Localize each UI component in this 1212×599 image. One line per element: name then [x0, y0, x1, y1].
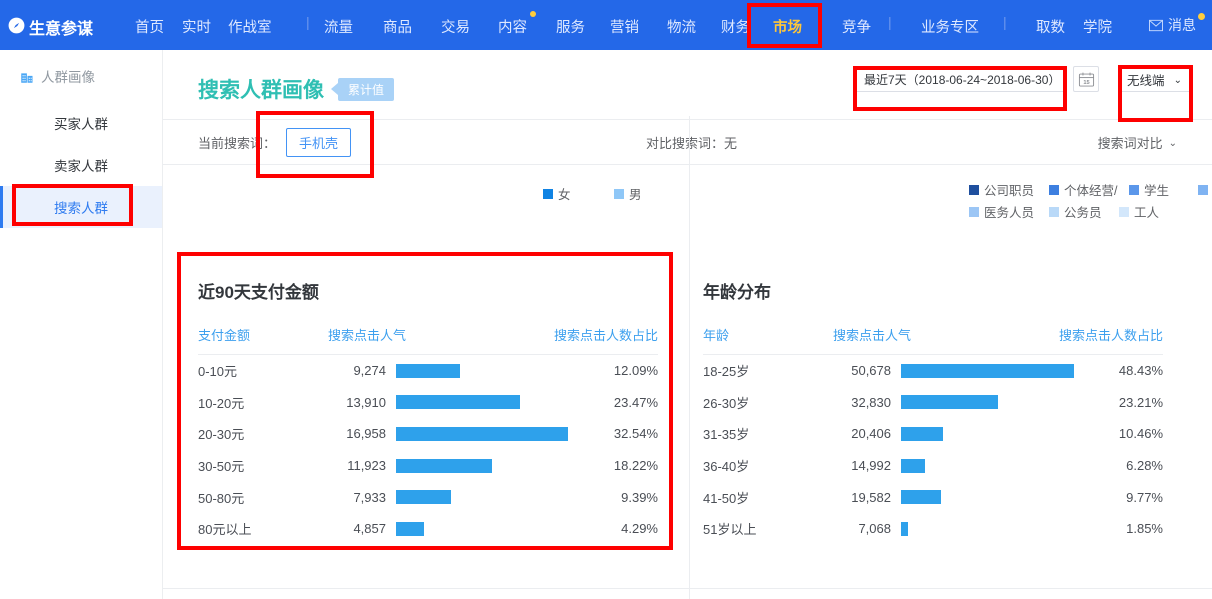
svg-text:15: 15: [1083, 80, 1089, 86]
